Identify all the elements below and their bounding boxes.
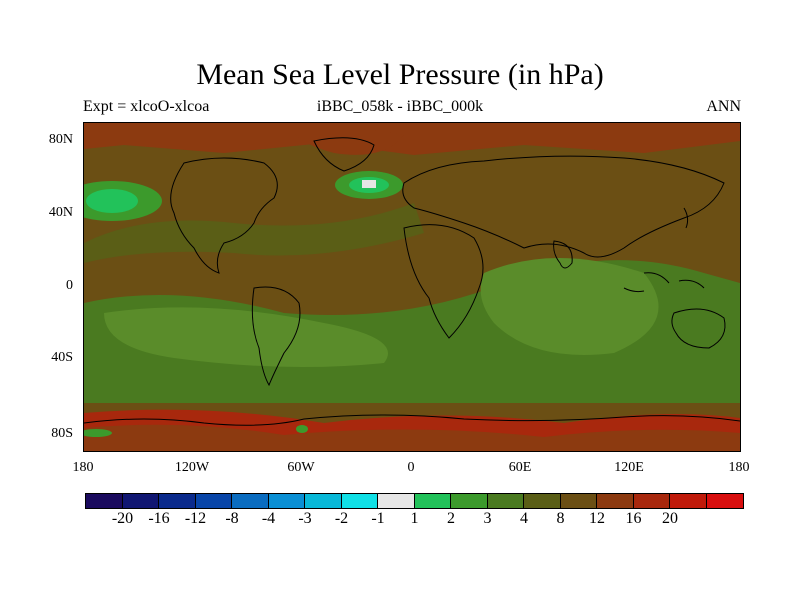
colorbar-label: -3 (298, 510, 312, 527)
x-tick-label: 180 (728, 460, 750, 475)
colorbar-label: 16 (625, 510, 642, 527)
pressure-anomaly-map (84, 123, 740, 451)
colorbar-box (378, 494, 415, 508)
arctic-region (84, 123, 740, 155)
colorbar-label: -20 (111, 510, 134, 527)
indian-ocean (480, 258, 659, 355)
colorbar-box (414, 494, 451, 508)
map-panel (83, 122, 741, 452)
colorbar-box (670, 494, 707, 508)
greenland-coast (313, 137, 375, 172)
x-tick-label: 120W (174, 460, 210, 475)
antarctic-inner (84, 424, 740, 451)
colorbar-box (524, 494, 561, 508)
colorbar-box (122, 494, 159, 508)
y-tick-label: 40N (48, 205, 73, 220)
colorbar-label: 20 (662, 510, 678, 527)
maritime-continent-coast (623, 272, 705, 293)
south-america-coast (251, 286, 301, 387)
colorbar-label: -8 (225, 510, 239, 527)
colorbar-box (451, 494, 488, 508)
x-tick-label: 120E (614, 460, 644, 475)
colorbar-box (560, 494, 597, 508)
colorbar-box (195, 494, 232, 508)
colorbar-box (597, 494, 634, 508)
experiment-label: Expt = xlcoO-xlcoa (83, 98, 210, 115)
y-tick-label: 80N (48, 132, 73, 147)
x-tick-label: 180 (72, 460, 94, 475)
antarctic-green-patch (84, 429, 112, 437)
colorbar-label: 2 (447, 510, 455, 527)
india-coast (553, 240, 573, 269)
coastlines (84, 137, 740, 426)
season-label: ANN (706, 98, 741, 115)
colorbar-label: -2 (334, 510, 349, 527)
north-pacific-high (86, 189, 138, 213)
north-pacific-band (84, 203, 424, 263)
colorbar-label: 3 (483, 510, 492, 527)
colorbar (85, 493, 744, 509)
figure-title: Mean Sea Level Pressure (in hPa) (196, 58, 604, 91)
y-tick-label: 40S (51, 350, 73, 365)
colorbar-box (633, 494, 670, 508)
colorbar-box (268, 494, 305, 508)
x-tick-label: 60E (508, 460, 532, 475)
colorbar-label: -16 (148, 510, 170, 527)
x-tick-label: 60W (287, 460, 315, 475)
colorbar-label: 12 (589, 510, 605, 527)
colorbar-label: -4 (261, 510, 276, 527)
africa-coast (403, 224, 484, 339)
y-tick-label: 80S (51, 426, 73, 441)
greenland-high (294, 128, 404, 155)
colorbar-box (159, 494, 196, 508)
y-tick-label: 0 (66, 278, 73, 293)
colorbar-box (305, 494, 342, 508)
colorbar-label: 1 (410, 510, 419, 527)
colorbar-box (706, 494, 743, 508)
difference-label: iBBC_058k - iBBC_000k (316, 98, 484, 115)
x-tick-label: 0 (407, 460, 415, 475)
north-atlantic-core (362, 180, 376, 188)
colorbar-label: 4 (520, 510, 528, 527)
colorbar-label: -12 (184, 510, 207, 527)
south-pacific-band (104, 307, 388, 367)
eurasia-coast (402, 155, 725, 258)
colorbar-label: -1 (371, 510, 385, 527)
antarctica-coast (84, 414, 740, 426)
colorbar-box (341, 494, 378, 508)
antarctic-green-spot (296, 425, 308, 433)
colorbar-label: 8 (556, 510, 565, 527)
colorbar-box (86, 494, 123, 508)
australia-coast (671, 308, 726, 349)
colorbar-box (487, 494, 524, 508)
japan-coast (683, 207, 689, 229)
colorbar-box (232, 494, 269, 508)
north-america-coast (170, 157, 278, 274)
